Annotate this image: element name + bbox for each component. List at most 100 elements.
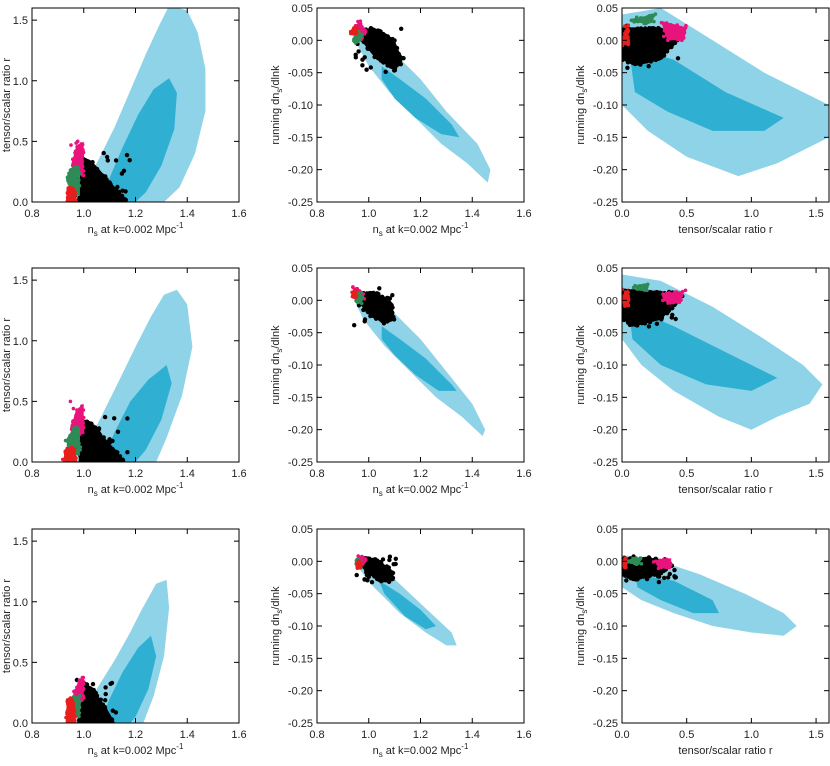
black-sample-point [365, 303, 370, 308]
black-sample-point [382, 37, 388, 42]
black-sample-point [647, 319, 653, 325]
black-sample-point [643, 307, 648, 312]
y-axis-label: running dns/dlnk [270, 586, 284, 666]
black-sample-point [655, 297, 660, 302]
red-sample-point [622, 301, 626, 305]
black-sample-point [94, 715, 99, 720]
black-sample-point [380, 294, 385, 299]
magenta-sample-point [678, 297, 683, 301]
x-tick-label: 1.4 [465, 729, 480, 741]
green-sample-point [644, 15, 649, 20]
black-sample-point [368, 65, 373, 70]
panel-row2-col1: 0.8 1.0 1.2 1.4 1.6 0.0 0.5 1.0 1.5 ns at k=0.002… [1, 267, 247, 498]
magenta-sample-point [71, 406, 76, 411]
magenta-sample-point [73, 149, 78, 153]
magenta-sample-point [659, 20, 664, 25]
black-sample-point [633, 314, 638, 319]
black-sample-point [352, 323, 357, 328]
black-sample-point [120, 457, 126, 462]
black-sample-point [106, 193, 112, 198]
black-sample-point [646, 63, 651, 69]
black-sample-point [94, 437, 99, 442]
black-sample-point [369, 580, 375, 585]
black-sample-point [641, 556, 647, 562]
magenta-sample-point [75, 408, 79, 412]
y-tick-label: 0.5 [13, 136, 28, 148]
black-sample-point [86, 181, 92, 186]
red-region [355, 559, 363, 570]
x-tick-label: 1.0 [744, 208, 759, 220]
black-sample-point [626, 574, 631, 579]
y-tick-label: -0.25 [288, 197, 313, 209]
black-sample-point [653, 57, 658, 63]
black-sample-point [113, 158, 119, 163]
x-axis-label: tensor/scalar ratio r [678, 224, 772, 236]
black-sample-point [86, 426, 92, 431]
y-tick-label: -0.05 [593, 68, 618, 80]
y-tick-label: -0.20 [593, 425, 618, 437]
magenta-sample-point [676, 29, 680, 34]
x-tick-label: 0.8 [309, 729, 324, 741]
black-sample-point [83, 457, 88, 462]
black-sample-point [669, 315, 674, 320]
black-sample-point [652, 26, 657, 32]
green-sample-point [74, 432, 79, 436]
panel-row1-col1: 0.8 1.0 1.2 1.4 1.6 0.0 0.5 1.0 1.5 ns at k=0.002… [1, 7, 247, 238]
magenta-sample-point [674, 296, 679, 301]
inner-confidence-contour [99, 78, 177, 202]
black-sample-point [658, 570, 663, 576]
magenta-sample-point [69, 143, 73, 147]
black-sample-point [380, 571, 385, 576]
black-sample-point [362, 317, 368, 322]
black-sample-point [388, 51, 393, 57]
black-sample-point [94, 451, 99, 456]
plot-area [622, 554, 797, 636]
magenta-sample-point [356, 554, 361, 558]
black-sample-point [100, 708, 106, 713]
red-sample-point [71, 706, 75, 710]
inner-confidence-contour [379, 580, 436, 630]
black-sample-point [103, 174, 108, 179]
black-sample-point [662, 575, 667, 581]
y-tick-label: 0.05 [292, 524, 313, 536]
x-axis-label: ns at k=0.002 Mpc-1 [373, 481, 469, 498]
black-region [73, 150, 132, 202]
black-sample-point [97, 179, 102, 184]
black-sample-point [631, 53, 636, 59]
red-sample-point [352, 26, 356, 30]
magenta-sample-point [358, 22, 363, 26]
magenta-sample-point [78, 682, 83, 687]
black-sample-point [368, 312, 373, 317]
black-sample-point [622, 307, 626, 313]
black-sample-point [626, 316, 631, 321]
outer-confidence-contour [73, 8, 206, 202]
magenta-sample-point [81, 150, 86, 155]
magenta-sample-point [71, 420, 75, 424]
plot-area [350, 285, 486, 437]
y-tick-label: -0.20 [288, 425, 313, 437]
black-sample-point [639, 59, 644, 64]
black-sample-point [651, 313, 656, 319]
magenta-sample-point [363, 557, 368, 561]
black-sample-point [101, 181, 106, 186]
black-sample-point [127, 158, 132, 163]
y-tick-label: -0.15 [288, 653, 313, 665]
y-axis-label: running dns/dlnk [575, 65, 589, 145]
black-sample-point [97, 431, 102, 437]
magenta-sample-point [80, 142, 85, 147]
magenta-sample-point [79, 688, 83, 692]
black-sample-point [647, 311, 653, 317]
outer-confidence-contour [73, 289, 193, 462]
magenta-sample-point [662, 294, 666, 299]
black-region [352, 286, 397, 328]
black-sample-point [80, 450, 86, 455]
black-sample-point [639, 320, 645, 326]
x-axis-label: tensor/scalar ratio r [678, 745, 772, 757]
y-axis-label: tensor/scalar ratio r [1, 58, 13, 152]
x-tick-label: 1.4 [465, 208, 480, 220]
black-sample-point [116, 196, 122, 201]
green-sample-point [634, 559, 639, 563]
black-sample-point [637, 44, 642, 50]
y-tick-label: 0.05 [292, 263, 313, 275]
black-region [74, 677, 119, 723]
